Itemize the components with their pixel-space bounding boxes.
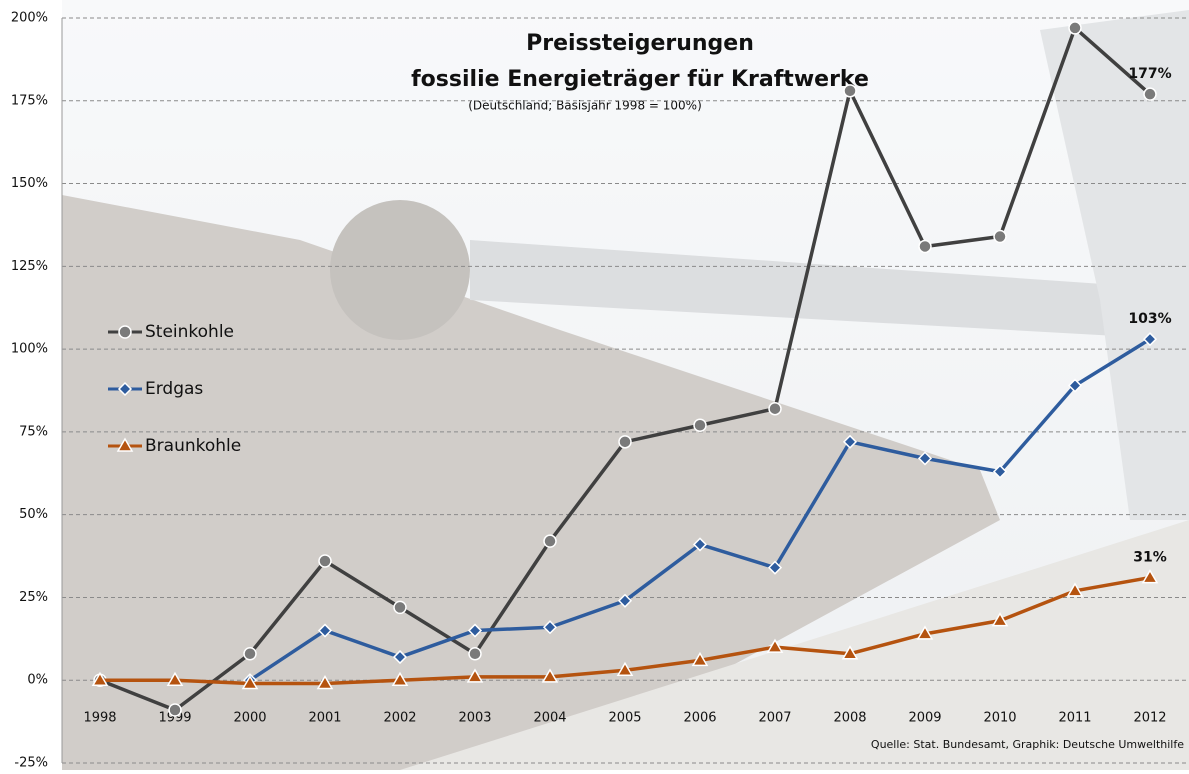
- value-label: 177%: [1128, 66, 1171, 82]
- point: [244, 648, 256, 660]
- point: [469, 648, 481, 660]
- x-tick-label: 2011: [1058, 711, 1091, 726]
- point: [619, 436, 631, 448]
- chart-title-line-2: fossilie Energieträger für Kraftwerke: [411, 67, 869, 92]
- point: [544, 535, 556, 547]
- x-tick-label: 2009: [908, 711, 941, 726]
- x-tick-label: 2008: [833, 711, 866, 726]
- chart-title: Preissteigerungen: [526, 31, 754, 56]
- point: [319, 555, 331, 567]
- legend-label: Erdgas: [145, 379, 203, 399]
- point: [994, 231, 1006, 243]
- x-tick-label: 1998: [83, 711, 116, 726]
- y-tick-label: 25%: [19, 590, 48, 605]
- y-tick-label: 0%: [27, 673, 48, 688]
- legend-label: Braunkohle: [145, 436, 241, 456]
- x-tick-label: 2001: [308, 711, 341, 726]
- point: [1069, 22, 1081, 34]
- y-tick-label: 150%: [11, 176, 48, 191]
- x-tick-label: 2002: [383, 711, 416, 726]
- value-label: 31%: [1133, 550, 1167, 566]
- y-tick-label: 200%: [11, 11, 48, 26]
- legend-label: Steinkohle: [145, 322, 234, 342]
- point: [919, 240, 931, 252]
- y-tick-label: -25%: [14, 756, 48, 771]
- y-tick-label: 50%: [19, 507, 48, 522]
- point: [169, 704, 181, 716]
- point: [1144, 88, 1156, 100]
- x-tick-label: 2004: [533, 711, 566, 726]
- point: [844, 85, 856, 97]
- x-tick-label: 2005: [608, 711, 641, 726]
- point: [394, 601, 406, 613]
- y-tick-label: 125%: [11, 259, 48, 274]
- x-tick-label: 2007: [758, 711, 791, 726]
- chart: Preissteigerungen fossilie Energieträger…: [0, 0, 1189, 770]
- x-tick-label: 2003: [458, 711, 491, 726]
- x-tick-label: 2006: [683, 711, 716, 726]
- point: [694, 419, 706, 431]
- value-label: 103%: [1128, 311, 1171, 327]
- source-note: Quelle: Stat. Bundesamt, Graphik: Deutsc…: [871, 738, 1184, 751]
- x-tick-label: 2000: [233, 711, 266, 726]
- x-tick-label: 2012: [1133, 711, 1166, 726]
- y-tick-label: 100%: [11, 342, 48, 357]
- legend-marker: [119, 326, 131, 338]
- point: [769, 403, 781, 415]
- y-tick-label: 75%: [19, 424, 48, 439]
- x-tick-label: 2010: [983, 711, 1016, 726]
- y-tick-label: 175%: [11, 93, 48, 108]
- background-photo: [62, 0, 1189, 770]
